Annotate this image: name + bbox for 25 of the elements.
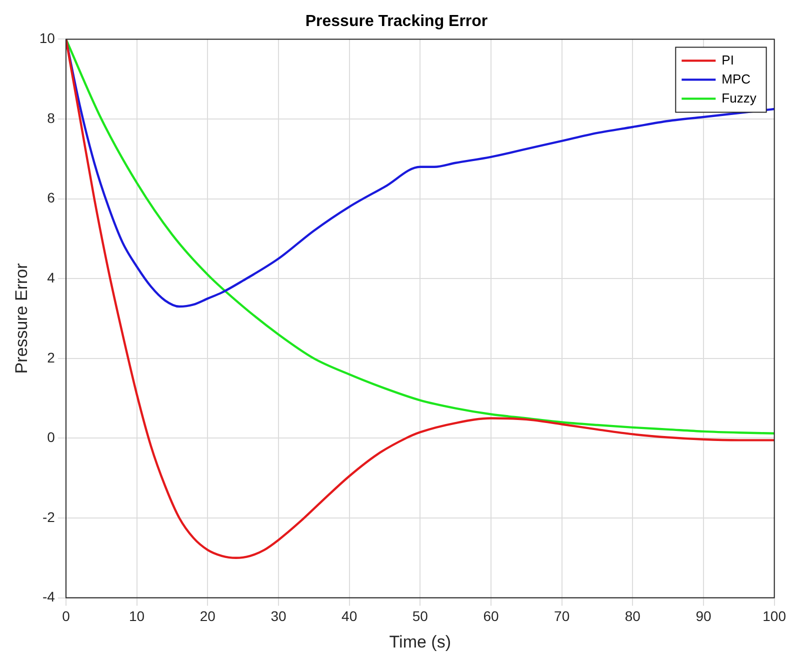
y-tick-label: 6 xyxy=(47,190,56,206)
x-tick-label: 100 xyxy=(762,608,786,624)
legend-label: Fuzzy xyxy=(722,90,757,106)
x-tick-label: 40 xyxy=(342,608,358,624)
x-tick-label: 80 xyxy=(624,608,641,624)
x-tick-label: 90 xyxy=(696,608,712,624)
x-tick-label: 10 xyxy=(129,608,145,624)
x-tick-label: 0 xyxy=(62,608,70,624)
y-tick-label: 2 xyxy=(47,349,56,366)
y-tick-label: 8 xyxy=(47,110,56,126)
x-tick-label: 50 xyxy=(412,608,428,624)
y-tick-label: 4 xyxy=(47,269,56,286)
legend-label: PI xyxy=(722,52,734,68)
x-tick-label: 70 xyxy=(554,608,570,624)
x-tick-label: 60 xyxy=(483,608,499,624)
x-tick-label: 30 xyxy=(270,608,286,624)
y-tick-label: 10 xyxy=(39,30,56,46)
chart-title: Pressure Tracking Error xyxy=(305,13,488,30)
x-axis-title: Time (s) xyxy=(389,632,451,652)
y-tick-label: -4 xyxy=(42,588,56,605)
x-tick-label: 20 xyxy=(200,608,216,624)
y-axis-title: Pressure Error xyxy=(12,262,31,374)
legend-label: MPC xyxy=(722,71,751,86)
y-tick-label: 0 xyxy=(47,429,56,446)
y-tick-label: -2 xyxy=(42,508,56,525)
